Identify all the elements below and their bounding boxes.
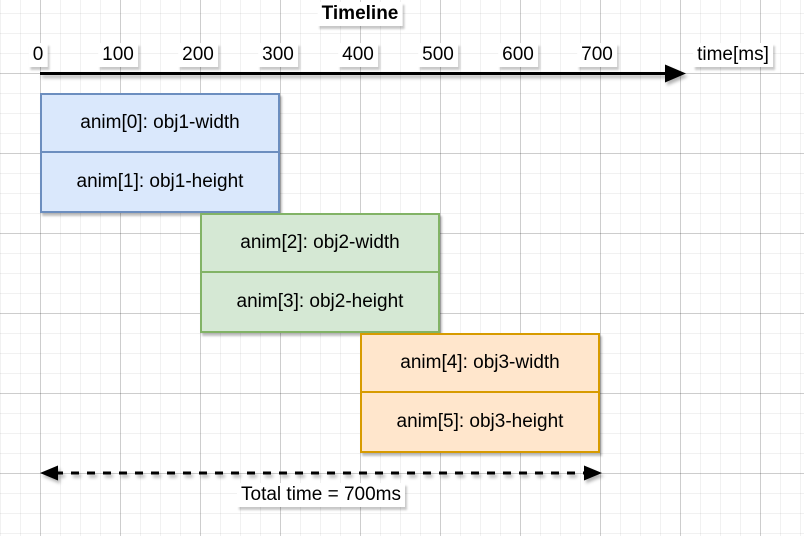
- anim-bar-obj1-width: anim[0]: obj1-width: [40, 93, 280, 153]
- axis-tick-label: 200: [178, 43, 218, 67]
- axis-tick-label: 600: [498, 43, 538, 67]
- diagram-title: Timeline: [317, 2, 403, 26]
- anim-bar-obj2-width: anim[2]: obj2-width: [200, 213, 440, 273]
- anim-bar-obj3-width: anim[4]: obj3-width: [360, 333, 600, 393]
- anim-bar-obj2-height: anim[3]: obj2-height: [200, 273, 440, 333]
- total-time-label: Total time = 700ms: [237, 483, 405, 507]
- left-arrowhead-icon: [40, 465, 58, 481]
- axis-tick-label: 700: [577, 43, 617, 67]
- axis-tick-label: 500: [418, 43, 458, 67]
- time-axis-arrow: [40, 64, 686, 83]
- axis-tick-label: 300: [258, 43, 298, 67]
- axis-tick-label: 400: [338, 43, 378, 67]
- axis-unit-label: time[ms]: [693, 43, 773, 67]
- axis-tick-label: 100: [98, 43, 138, 67]
- right-arrowhead-icon: [584, 465, 602, 481]
- axis-tick-label: 0: [28, 43, 48, 67]
- axis-arrowhead-icon: [665, 64, 686, 83]
- anim-bar-obj1-height: anim[1]: obj1-height: [40, 153, 280, 213]
- anim-bar-obj3-height: anim[5]: obj3-height: [360, 393, 600, 453]
- total-time-arrow: [40, 465, 602, 481]
